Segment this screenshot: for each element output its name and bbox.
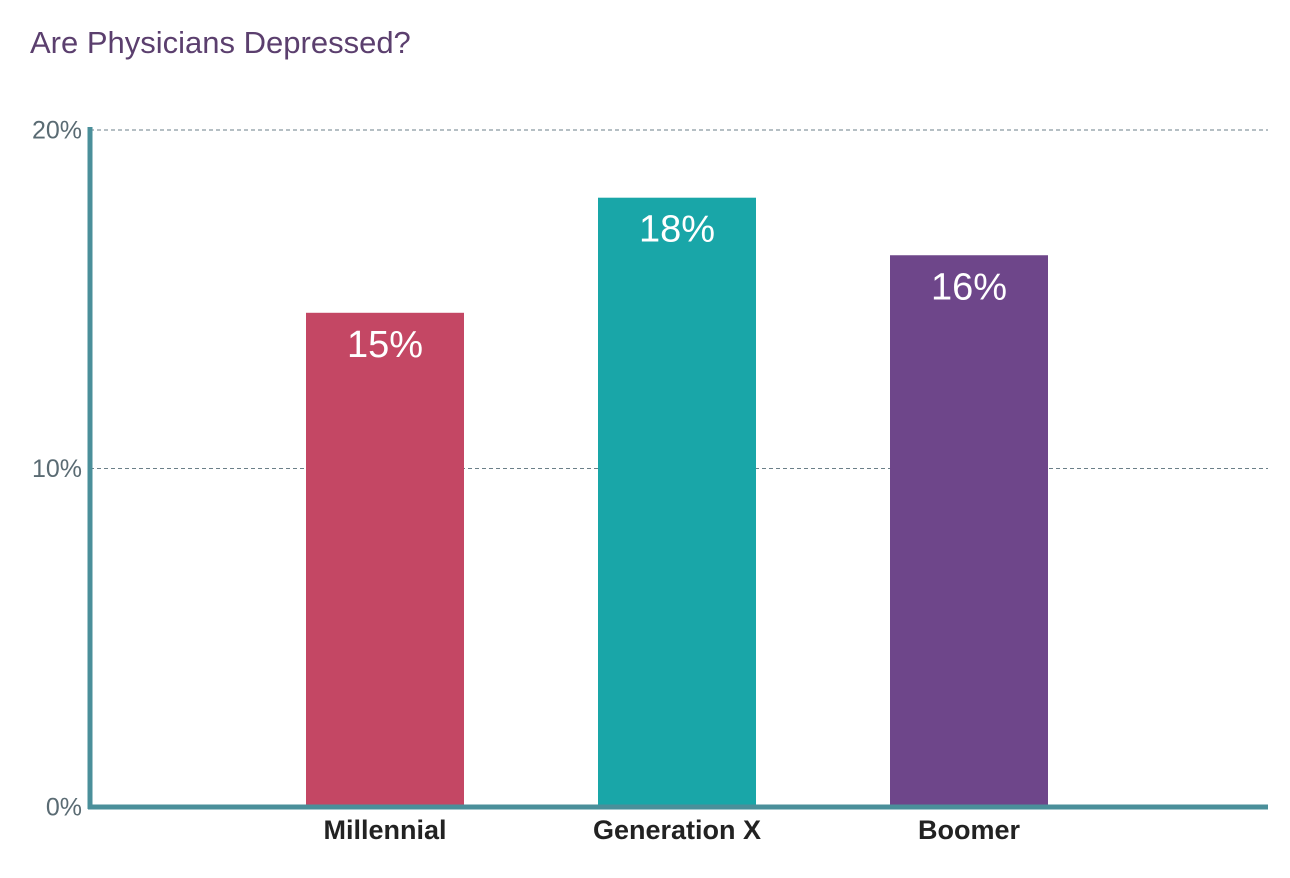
value-label: 15% (347, 324, 423, 366)
bar (890, 255, 1048, 807)
chart-title: Are Physicians Depressed? (30, 25, 411, 60)
x-tick-label: Millennial (323, 815, 446, 845)
x-tick-label: Boomer (918, 815, 1021, 845)
bar (598, 197, 756, 807)
y-tick-label: 10% (32, 455, 82, 483)
value-label: 18% (639, 209, 715, 251)
x-tick-label: Generation X (593, 815, 761, 845)
value-label: 16% (931, 266, 1007, 308)
y-tick-label: 20% (32, 117, 82, 145)
y-tick-label: 0% (46, 794, 82, 822)
bar (306, 312, 464, 807)
